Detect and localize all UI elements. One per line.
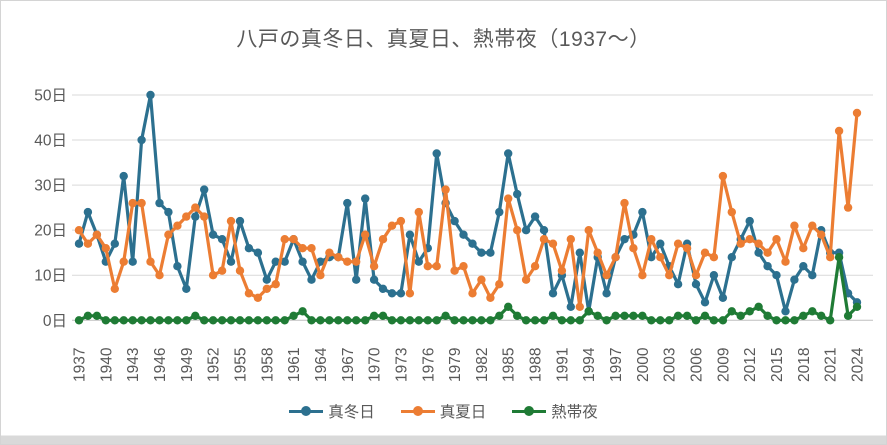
svg-text:1991: 1991: [554, 348, 571, 382]
legend-item-midwinter: 真冬日: [289, 400, 375, 422]
svg-text:2000: 2000: [635, 347, 652, 382]
svg-text:1973: 1973: [393, 348, 410, 382]
svg-text:1961: 1961: [286, 348, 303, 382]
svg-text:1976: 1976: [420, 348, 437, 382]
svg-text:2006: 2006: [689, 348, 706, 382]
svg-text:2012: 2012: [742, 348, 759, 382]
svg-text:1949: 1949: [179, 348, 196, 382]
legend-marker-midsummer-icon: [400, 406, 435, 416]
svg-text:2018: 2018: [796, 348, 813, 382]
legend-label-midsummer: 真夏日: [439, 404, 487, 421]
chart-title: 八戸の真冬日、真夏日、熱帯夜（1937～）: [236, 28, 651, 51]
series-tropical-nights: [74, 253, 862, 325]
svg-text:2003: 2003: [662, 348, 679, 382]
svg-text:1982: 1982: [474, 348, 491, 382]
svg-text:20日: 20日: [34, 223, 67, 240]
svg-text:50日: 50日: [34, 87, 67, 104]
legend-label-midwinter: 真冬日: [328, 404, 375, 421]
svg-text:1946: 1946: [152, 348, 169, 382]
svg-text:1964: 1964: [313, 347, 330, 382]
legend-item-midsummer: 真夏日: [400, 400, 487, 422]
svg-text:40日: 40日: [34, 133, 67, 150]
svg-text:1994: 1994: [581, 347, 598, 382]
svg-text:1970: 1970: [367, 347, 384, 382]
svg-text:2021: 2021: [823, 348, 840, 382]
svg-text:1958: 1958: [259, 348, 276, 382]
svg-text:1943: 1943: [125, 348, 142, 382]
legend-label-tropical: 熱帯夜: [551, 404, 598, 421]
svg-text:1940: 1940: [98, 347, 115, 382]
legend-marker-midwinter-icon: [289, 406, 324, 416]
legend-item-tropical: 熱帯夜: [512, 400, 598, 422]
svg-text:10日: 10日: [34, 268, 67, 285]
svg-text:1985: 1985: [501, 348, 518, 382]
svg-text:1952: 1952: [206, 348, 223, 382]
legend: 真冬日 真夏日 熱帯夜: [1, 400, 886, 422]
svg-text:1979: 1979: [447, 348, 464, 382]
series-midsummer-days: [74, 108, 862, 311]
x-axis-labels: 1937 1940 1943 1946 1949 1952 1955 1958 1961 1964…: [72, 347, 867, 382]
svg-text:30日: 30日: [34, 178, 67, 195]
svg-text:2024: 2024: [850, 347, 867, 382]
svg-text:1967: 1967: [340, 348, 357, 382]
svg-text:1988: 1988: [528, 348, 545, 382]
svg-text:2015: 2015: [769, 348, 786, 382]
svg-text:2009: 2009: [715, 348, 732, 382]
svg-text:0日: 0日: [43, 313, 67, 330]
svg-text:1937: 1937: [72, 348, 89, 382]
svg-text:1997: 1997: [608, 348, 625, 382]
y-axis-labels: 0日 10日 20日 30日 40日 50日: [34, 87, 67, 329]
svg-text:1955: 1955: [232, 348, 249, 382]
window-bottom-bar: [1, 435, 886, 444]
legend-marker-tropical-icon: [512, 406, 547, 416]
